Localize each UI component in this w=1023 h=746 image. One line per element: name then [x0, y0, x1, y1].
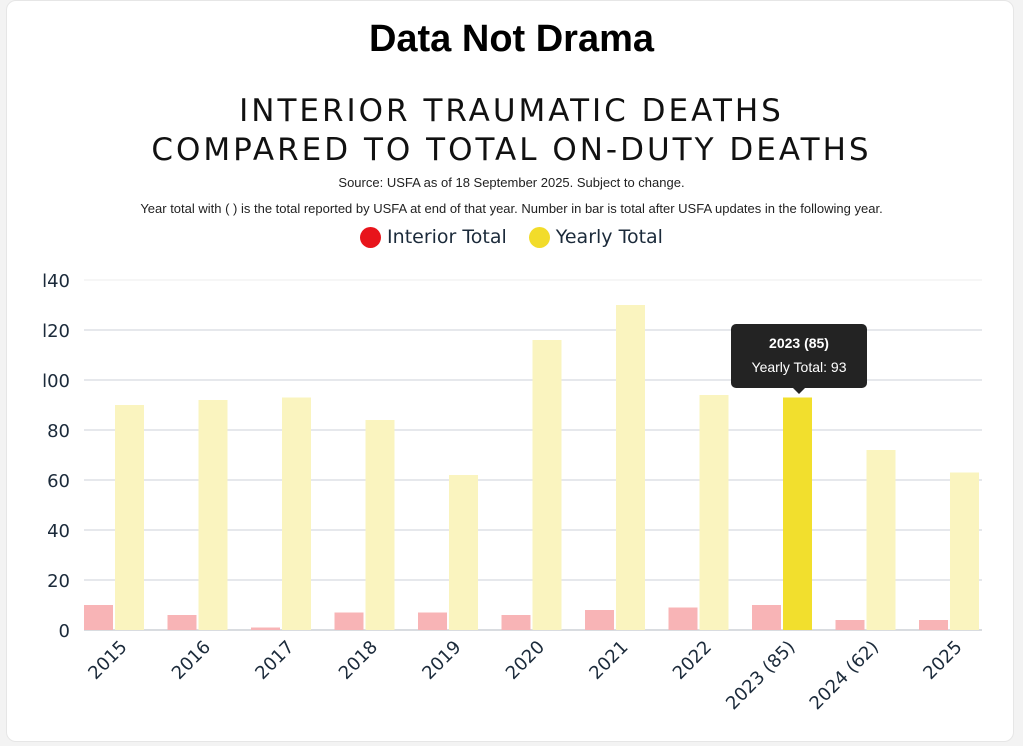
x-tick-label: 2024 (62) [806, 637, 883, 714]
bar-interior-total[interactable] [835, 620, 865, 630]
bar-interior-total[interactable] [251, 627, 280, 631]
tooltip-title: 2023 (85) [769, 335, 829, 351]
brand-title: Data Not Drama [368, 18, 655, 60]
x-tick-label: 2023 (85) [722, 637, 799, 714]
bar-interior-total[interactable] [334, 612, 364, 631]
y-tick-label: 60 [47, 471, 70, 492]
chart-year-note: Year total with ( ) is the total reporte… [140, 201, 883, 216]
x-tick-label: 2016 [168, 637, 215, 684]
bar-interior-total[interactable] [84, 605, 113, 630]
bar-interior-total[interactable] [418, 612, 447, 631]
bar-yearly-total[interactable] [365, 420, 395, 630]
bar-interior-total[interactable] [585, 610, 614, 630]
bar-yearly-total[interactable] [866, 450, 896, 630]
bar-yearly-total[interactable] [699, 395, 729, 630]
x-tick-label: 2018 [335, 637, 382, 684]
y-tick-label: 40 [47, 521, 70, 542]
tooltip-body: Yearly Total: 93 [751, 359, 847, 375]
legend-dot-interior-icon [360, 226, 382, 248]
bar-yearly-total[interactable] [616, 305, 645, 630]
x-tick-label: 2022 [669, 637, 716, 684]
chart-source-note: Source: USFA as of 18 September 2025. Su… [338, 175, 685, 190]
x-axis-ticks: 2015 2016 2017 2018 2019 2020 2021 2022 2023 (85… [84, 637, 966, 714]
x-tick-label: 2015 [84, 637, 131, 684]
bar-yearly-total[interactable] [783, 397, 812, 631]
bar-yearly-total[interactable] [449, 475, 478, 630]
bar-yearly-total[interactable] [282, 397, 311, 631]
bar-yearly-total[interactable] [198, 400, 228, 630]
y-tick-label: l40 [42, 271, 70, 292]
bar-interior-total[interactable] [752, 605, 781, 630]
tooltip-arrow [793, 388, 805, 394]
x-tick-label: 2025 [919, 637, 966, 684]
y-axis-ticks: 0 20 40 60 80 l00 l20 l40 [42, 271, 70, 642]
y-tick-label: l20 [42, 321, 70, 342]
bar-interior-total[interactable] [668, 607, 698, 631]
y-tick-label: 0 [59, 621, 70, 642]
y-tick-label: l00 [42, 371, 70, 392]
y-tick-label: 80 [47, 421, 70, 442]
bar-interior-total[interactable] [501, 615, 531, 630]
bars [84, 305, 979, 630]
legend-label-interior-total: Interior Total [387, 226, 507, 248]
x-tick-label: 2017 [251, 637, 298, 684]
bar-interior-total[interactable] [919, 620, 948, 630]
legend-item-yearly-total[interactable]: Yearly Total [528, 226, 663, 248]
chart-legend: Interior Total Yearly Total [0, 226, 1023, 248]
x-tick-label: 2019 [418, 637, 465, 684]
chart-title-line-2: COMPARED TO TOTAL ON-DUTY DEATHS [151, 132, 872, 168]
bar-yearly-total[interactable] [532, 340, 562, 630]
bar-yearly-total[interactable] [950, 472, 979, 631]
tooltip-value: 93 [830, 359, 847, 375]
bar-tooltip: 2023 (85) Yearly Total: 93 [731, 324, 867, 394]
x-tick-label: 2020 [502, 637, 549, 684]
legend-label-yearly-total: Yearly Total [555, 226, 663, 248]
y-tick-label: 20 [47, 571, 70, 592]
x-tick-label: 2021 [585, 637, 632, 684]
tooltip-label: Yearly Total [751, 359, 824, 375]
chart-title-line-1: INTERIOR TRAUMATIC DEATHS [239, 93, 784, 129]
legend-dot-yearly-icon [528, 226, 550, 248]
legend-item-interior-total[interactable]: Interior Total [360, 226, 507, 248]
bar-interior-total[interactable] [167, 615, 197, 630]
bar-yearly-total[interactable] [115, 405, 144, 630]
